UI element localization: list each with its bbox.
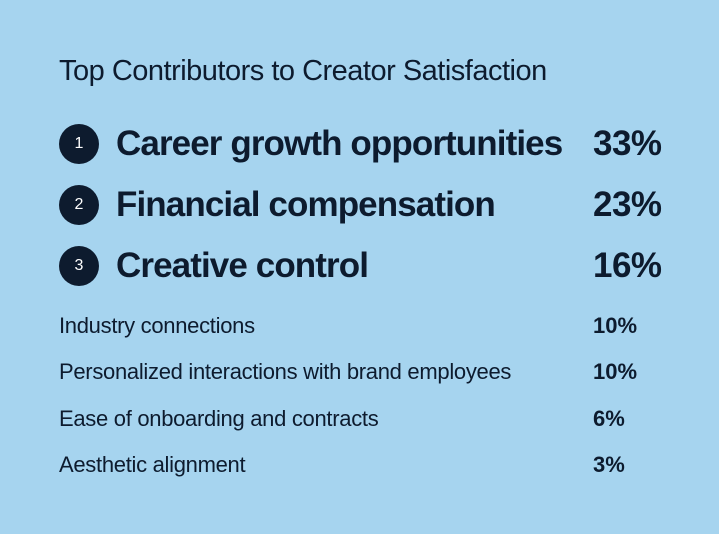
item-label: Aesthetic alignment [59, 452, 246, 477]
item-label: Financial compensation [116, 185, 496, 224]
item-value: 10% [593, 359, 638, 384]
list-item-5: Personalized interactions with brand emp… [59, 357, 679, 387]
item-value: 3% [593, 452, 625, 477]
list-item-6: Ease of onboarding and contracts 6% [59, 404, 679, 434]
top-item-1: 1 Career growth opportunities 33% [59, 123, 679, 165]
top-item-3: 3 Creative control 16% [59, 245, 679, 287]
chart-title: Top Contributors to Creator Satisfaction [59, 55, 547, 87]
list-item-7: Aesthetic alignment 3% [59, 450, 679, 480]
top-item-2: 2 Financial compensation 23% [59, 184, 679, 226]
item-label: Personalized interactions with brand emp… [59, 359, 512, 384]
item-value: 23% [593, 185, 662, 224]
rank-badge: 3 [59, 246, 99, 286]
item-label: Creative control [116, 246, 369, 285]
item-value: 16% [593, 246, 662, 285]
item-value: 10% [593, 313, 638, 338]
item-value: 6% [593, 406, 625, 431]
rank-badge: 1 [59, 124, 99, 164]
item-label: Career growth opportunities [116, 124, 563, 163]
item-value: 33% [593, 124, 662, 163]
rank-badge: 2 [59, 185, 99, 225]
item-label: Ease of onboarding and contracts [59, 406, 379, 431]
item-label: Industry connections [59, 313, 255, 338]
list-item-4: Industry connections 10% [59, 311, 679, 341]
